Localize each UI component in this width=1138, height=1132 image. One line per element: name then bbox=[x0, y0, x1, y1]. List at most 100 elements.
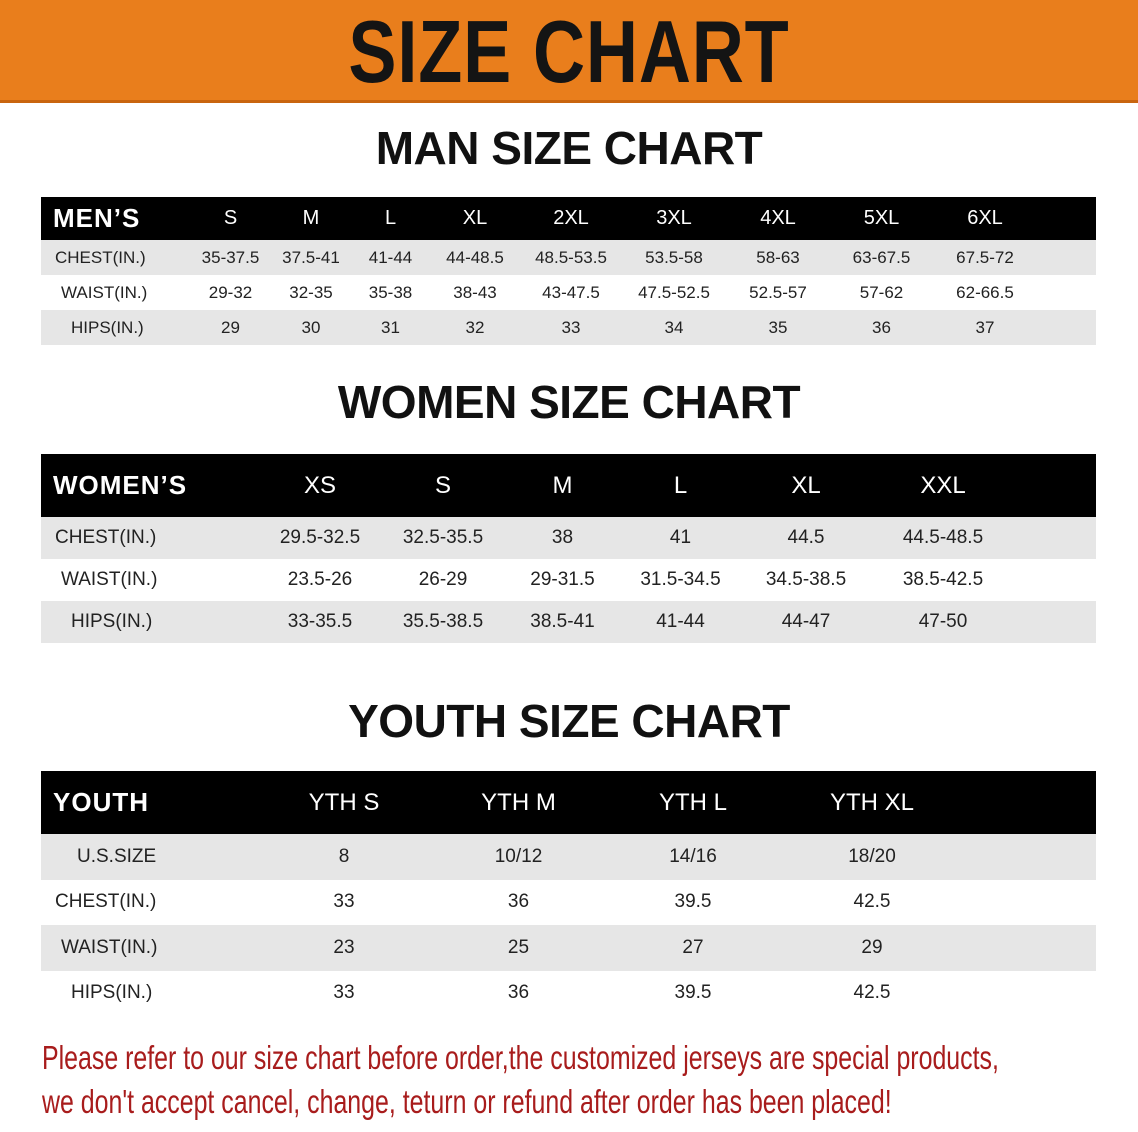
measurement-cell: 62-66.5 bbox=[956, 282, 1014, 302]
youth-size-table: YOUTH YTH S YTH M YTH L YTH XL U.S.SIZE 8 10/12… bbox=[41, 771, 1096, 1016]
measurement-cell: 38.5-41 bbox=[504, 601, 621, 643]
table-row: U.S.SIZE 8 10/12 14/16 18/20 bbox=[41, 834, 1096, 880]
row-filler bbox=[1014, 517, 1096, 559]
table-row: WAIST(IN.) 23.5-26 26-29 29-31.5 31.5-34.5 34… bbox=[41, 559, 1096, 601]
measurement-cell: 36 bbox=[507, 891, 530, 913]
measurement-cell: 23 bbox=[257, 925, 431, 971]
measurement-cell: 36 bbox=[507, 982, 530, 1004]
row-filler bbox=[964, 834, 1096, 880]
table-row: HIPS(IN.) 29 30 31 32 33 34 35 36 37 bbox=[41, 310, 1096, 345]
measurement-cell: 27 bbox=[606, 925, 780, 971]
women-section-title: WOMEN SIZE CHART bbox=[337, 376, 801, 428]
measurement-cell: 44-48.5 bbox=[430, 240, 520, 275]
table-row: CHEST(IN.) 33 36 39.5 42.5 bbox=[41, 880, 1096, 926]
table-title: MEN’S bbox=[41, 197, 190, 240]
measurement-cell: 14/16 bbox=[606, 834, 780, 880]
measurement-cell: 35-37.5 bbox=[190, 240, 271, 275]
measurement-cell: 53.5-58 bbox=[622, 240, 726, 275]
table-row: CHEST(IN.) 29.5-32.5 32.5-35.5 38 41 44.5 44.5… bbox=[41, 517, 1096, 559]
row-label: HIPS(IN.) bbox=[71, 982, 153, 1004]
size-header: YTH M bbox=[431, 771, 606, 834]
measurement-cell: 8 bbox=[257, 834, 431, 880]
row-filler bbox=[964, 925, 1096, 971]
size-header: 3XL bbox=[622, 197, 726, 240]
measurement-cell: 23.5-26 bbox=[287, 569, 353, 590]
size-header: XL bbox=[740, 454, 872, 517]
size-header: YTH S bbox=[257, 771, 431, 834]
measurement-cell: 29-31.5 bbox=[530, 569, 595, 590]
row-filler bbox=[964, 971, 1096, 1017]
measurement-cell: 30 bbox=[271, 310, 351, 345]
measurement-cell: 32.5-35.5 bbox=[382, 517, 504, 559]
measurement-cell: 67.5-72 bbox=[933, 240, 1037, 275]
table-row: HIPS(IN.) 33-35.5 35.5-38.5 38.5-41 41-44 44-… bbox=[41, 601, 1096, 643]
row-filler bbox=[1014, 601, 1096, 643]
banner: SIZE CHART bbox=[0, 0, 1138, 103]
measurement-cell: 18/20 bbox=[780, 834, 964, 880]
measurement-cell: 41 bbox=[621, 517, 740, 559]
size-header: 6XL bbox=[933, 197, 1037, 240]
row-label: WAIST(IN.) bbox=[41, 925, 257, 971]
measurement-cell: 29.5-32.5 bbox=[258, 517, 382, 559]
measurement-cell: 39.5 bbox=[674, 891, 712, 913]
measurement-cell: 38-43 bbox=[453, 282, 497, 302]
row-filler bbox=[964, 880, 1096, 926]
men-size-table: MEN’S S M L XL 2XL 3XL 4XL 5XL 6XL CHEST(IN.) 35-37… bbox=[41, 197, 1096, 345]
measurement-cell: 48.5-53.5 bbox=[520, 240, 622, 275]
measurement-cell: 34 bbox=[622, 310, 726, 345]
header-row: MEN’S S M L XL 2XL 3XL 4XL 5XL 6XL bbox=[41, 197, 1096, 240]
header-row: WOMEN’S XS S M L XL XXL bbox=[41, 454, 1096, 517]
measurement-cell: 35.5-38.5 bbox=[382, 601, 504, 643]
row-label: WAIST(IN.) bbox=[61, 569, 158, 590]
table-row: WAIST(IN.) 29-32 32-35 35-38 38-43 43-47.5 47.… bbox=[41, 275, 1096, 310]
size-header: M bbox=[504, 454, 621, 517]
measurement-cell: 38.5-42.5 bbox=[902, 569, 984, 590]
measurement-cell: 33 bbox=[520, 310, 622, 345]
measurement-cell: 34.5-38.5 bbox=[765, 569, 847, 590]
size-header: YTH XL bbox=[780, 771, 964, 834]
measurement-cell: 33 bbox=[333, 982, 355, 1004]
size-header: 2XL bbox=[520, 197, 622, 240]
size-header: XL bbox=[430, 197, 520, 240]
measurement-cell: 63-67.5 bbox=[830, 240, 933, 275]
measurement-cell: 44.5-48.5 bbox=[872, 517, 1014, 559]
measurement-cell: 43-47.5 bbox=[542, 282, 600, 302]
measurement-cell: 42.5 bbox=[853, 891, 891, 913]
size-header: L bbox=[351, 197, 430, 240]
size-header: S bbox=[190, 197, 271, 240]
table-row: HIPS(IN.) 33 36 39.5 42.5 bbox=[41, 971, 1096, 1017]
measurement-cell: 41-44 bbox=[621, 601, 740, 643]
measurement-cell: 37.5-41 bbox=[271, 240, 351, 275]
measurement-cell: 29-32 bbox=[208, 282, 253, 302]
measurement-cell: 44-47 bbox=[740, 601, 872, 643]
measurement-cell: 25 bbox=[431, 925, 606, 971]
measurement-cell: 29 bbox=[190, 310, 271, 345]
row-label: CHEST(IN.) bbox=[55, 891, 157, 913]
measurement-cell: 32-35 bbox=[289, 282, 333, 302]
measurement-cell: 35-38 bbox=[368, 282, 413, 302]
youth-section-title: YOUTH SIZE CHART bbox=[348, 695, 790, 747]
measurement-cell: 41-44 bbox=[351, 240, 430, 275]
table-row: CHEST(IN.) 35-37.5 37.5-41 41-44 44-48.5 48.5… bbox=[41, 240, 1096, 275]
banner-title: SIZE CHART bbox=[348, 2, 790, 101]
row-label: HIPS(IN.) bbox=[41, 601, 258, 643]
row-label: CHEST(IN.) bbox=[41, 240, 190, 275]
women-size-table: WOMEN’S XS S M L XL XXL CHEST(IN.) 29.5-32.5 32.5… bbox=[41, 454, 1096, 643]
header-row: YOUTH YTH S YTH M YTH L YTH XL bbox=[41, 771, 1096, 834]
size-header: YTH L bbox=[606, 771, 780, 834]
size-header: S bbox=[382, 454, 504, 517]
measurement-cell: 37 bbox=[933, 310, 1037, 345]
table-title: YOUTH bbox=[41, 771, 257, 834]
measurement-cell: 36 bbox=[830, 310, 933, 345]
row-label: CHEST(IN.) bbox=[41, 517, 258, 559]
measurement-cell: 58-63 bbox=[726, 240, 830, 275]
measurement-cell: 38 bbox=[504, 517, 621, 559]
row-filler bbox=[1037, 275, 1096, 310]
measurement-cell: 47-50 bbox=[872, 601, 1014, 643]
measurement-cell: 44.5 bbox=[740, 517, 872, 559]
header-filler bbox=[1014, 454, 1096, 517]
measurement-cell: 31 bbox=[351, 310, 430, 345]
header-filler bbox=[1037, 197, 1096, 240]
measurement-cell: 33 bbox=[333, 891, 355, 913]
size-header: XS bbox=[258, 454, 382, 517]
